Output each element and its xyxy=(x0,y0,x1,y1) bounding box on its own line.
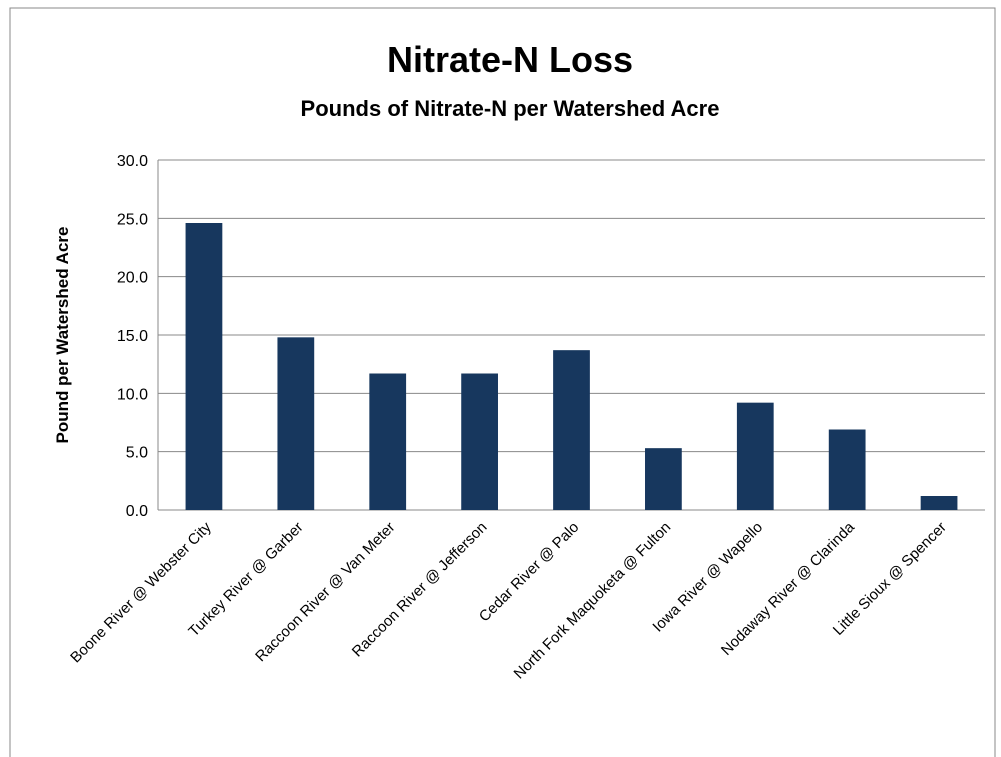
bar xyxy=(553,350,590,510)
y-tick-label: 0.0 xyxy=(126,503,148,520)
chart-frame xyxy=(9,7,996,757)
y-tick-label: 5.0 xyxy=(126,445,148,462)
bar xyxy=(185,223,223,510)
y-tick-label: 15.0 xyxy=(117,328,148,345)
chart-title: Nitrate-N Loss xyxy=(387,39,633,80)
bar xyxy=(461,373,498,510)
bar xyxy=(645,448,682,510)
y-axis-label: Pound per Watershed Acre xyxy=(53,227,72,444)
y-tick-label: 25.0 xyxy=(117,211,148,228)
bar xyxy=(277,337,315,510)
bar xyxy=(920,496,958,510)
x-tick-label: Boone River @ Webster City xyxy=(67,518,215,666)
chart-subtitle: Pounds of Nitrate-N per Watershed Acre xyxy=(301,96,720,121)
x-tick-label: Cedar River @ Palo xyxy=(476,519,582,625)
y-tick-label: 20.0 xyxy=(117,270,148,287)
bar xyxy=(369,373,407,510)
x-tick-label: North Fork Maquoketa @ Fulton xyxy=(511,519,675,683)
bar xyxy=(736,402,774,510)
y-tick-label: 30.0 xyxy=(117,153,148,170)
y-tick-label: 10.0 xyxy=(117,386,148,403)
bar xyxy=(828,429,866,510)
